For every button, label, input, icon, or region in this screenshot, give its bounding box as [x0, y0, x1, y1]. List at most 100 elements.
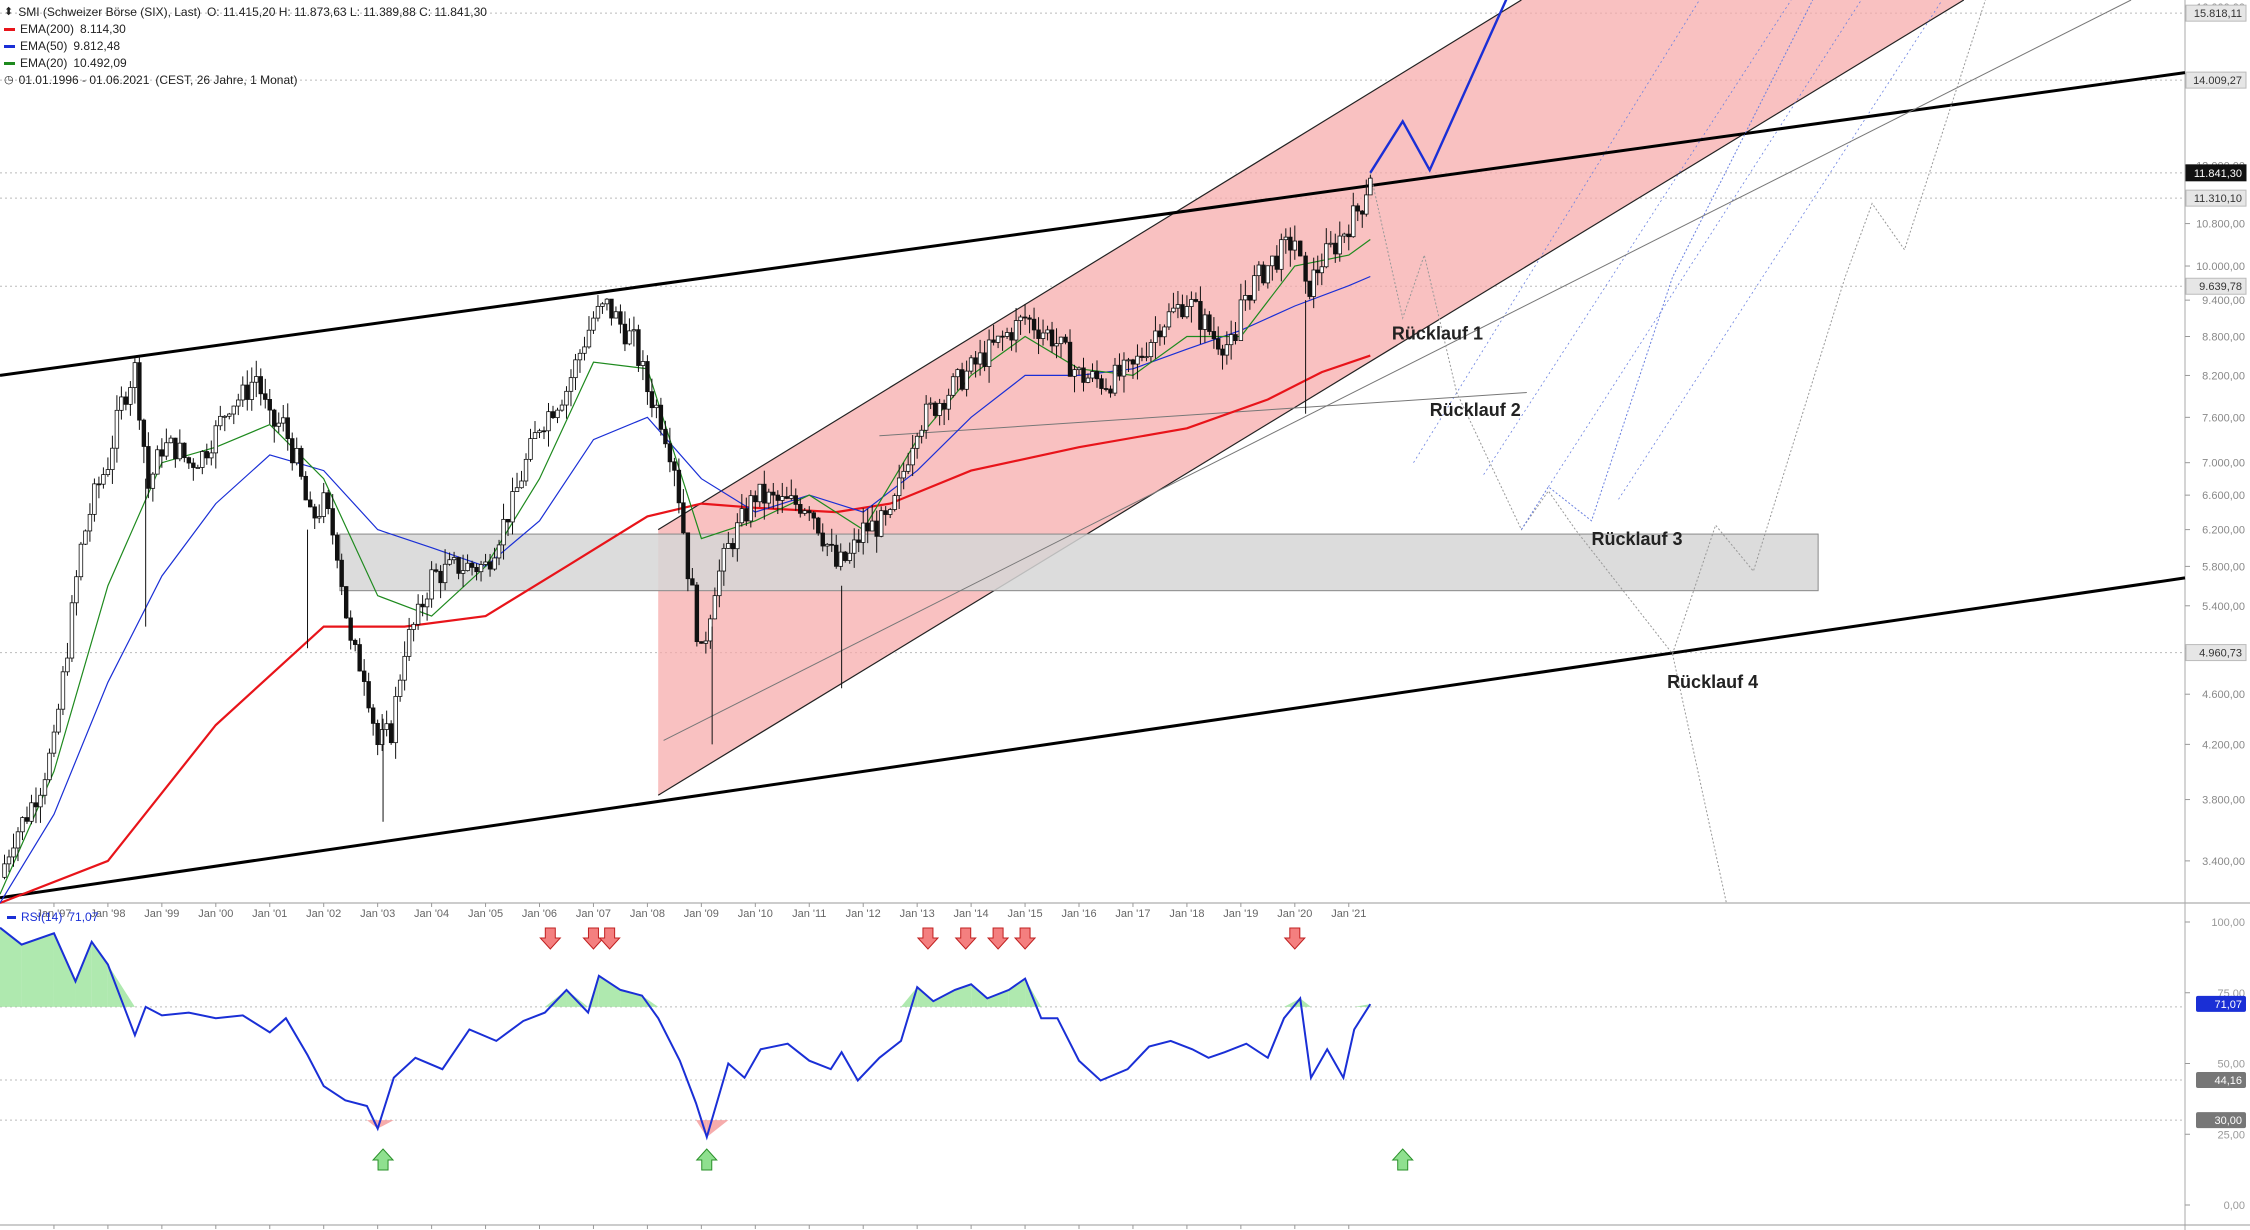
rsi-overbought-fill [987, 989, 1009, 1007]
candle-body [838, 551, 843, 567]
candle-body [267, 399, 272, 411]
candle-body [51, 731, 57, 754]
ema50-label: EMA(50) [20, 39, 68, 53]
candle-body [1351, 205, 1356, 238]
candle-body [105, 469, 111, 476]
candle-body [735, 522, 740, 550]
x-tick-label: Jan '10 [738, 908, 773, 920]
x-tick-label: Jan '05 [468, 908, 503, 920]
candle-body [321, 492, 326, 517]
rsi-y-tick-label: 25,00 [2217, 1129, 2245, 1141]
candle-body [505, 518, 511, 523]
y-tick-label: 7.600,00 [2202, 412, 2245, 424]
legend-ema50[interactable]: EMA(50) 9.812,48 [4, 38, 487, 55]
candle-body [609, 298, 614, 319]
rsi-oversold-fill [377, 1120, 394, 1129]
y-tick-label: 5.800,00 [2202, 561, 2245, 573]
candle-body [1103, 388, 1109, 390]
buy-arrow-icon [371, 1148, 395, 1171]
candle-body [119, 396, 124, 411]
candle-body [852, 539, 857, 554]
candle-body [753, 495, 758, 503]
rsi-overbought-fill [0, 927, 22, 1007]
candle-body [1121, 359, 1127, 377]
candle-body [559, 404, 565, 411]
candle-body [1360, 210, 1365, 215]
candle-body [1184, 306, 1190, 318]
candle-body [519, 480, 524, 489]
candle-body [995, 335, 1001, 343]
channel-upper-line [657, 0, 1522, 531]
candle-body [1162, 326, 1167, 338]
candle-body [69, 602, 75, 659]
candle-body [1175, 304, 1181, 309]
candle-body [240, 384, 245, 401]
candle-body [937, 402, 942, 416]
candle-body [950, 376, 956, 396]
candle-body [640, 361, 646, 366]
candle-body [110, 447, 115, 470]
rsi-overbought-fill [642, 995, 659, 1007]
candle-body [1153, 330, 1158, 343]
y-tick-label: 3.800,00 [2202, 795, 2245, 807]
candle-body [1324, 243, 1329, 268]
candle-body [654, 404, 659, 409]
x-tick-label: Jan '21 [1331, 908, 1366, 920]
legend-ema20[interactable]: EMA(20) 10.492,09 [4, 55, 487, 72]
x-tick-label: Jan '08 [630, 908, 665, 920]
series-ema20 [0, 239, 1371, 895]
candle-body [1342, 233, 1347, 237]
candle-body [771, 491, 776, 496]
candle-body [191, 462, 196, 468]
candle-body [595, 305, 601, 319]
candle-body [1018, 316, 1023, 322]
candle-body [56, 708, 61, 733]
candle-body [1135, 355, 1140, 365]
candle-body [1328, 242, 1333, 245]
candle-body [739, 508, 745, 524]
candle-body [1036, 329, 1041, 339]
candle-body [213, 425, 219, 454]
candle-body [379, 729, 385, 746]
candle-body [465, 562, 470, 572]
candle-body [865, 522, 870, 532]
candle-body [1193, 299, 1199, 302]
legend-ema200[interactable]: EMA(200) 8.114,30 [4, 21, 487, 38]
candle-body [982, 352, 987, 367]
annotation-ruecklauf: Rücklauf 1 [1392, 324, 1483, 344]
sell-arrow-icon [598, 927, 621, 950]
candle-body [834, 544, 839, 567]
candle-body [591, 317, 596, 331]
candle-body [150, 473, 156, 489]
candle-body [204, 451, 210, 459]
rsi-ref-label: 44,16 [2214, 1075, 2242, 1087]
support-zone [339, 533, 1819, 592]
candle-body [685, 532, 691, 580]
x-tick-label: Jan '03 [360, 908, 395, 920]
rsi-label: RSI(14) [21, 910, 63, 924]
candle-body [1333, 242, 1338, 255]
candle-body [60, 671, 66, 710]
rsi-legend[interactable]: RSI(14) 71,07 [7, 910, 98, 924]
x-tick-label: Jan '13 [900, 908, 935, 920]
candle-body [1346, 233, 1351, 238]
candle-body [1094, 371, 1100, 380]
chart-type-icon: ⬍ [4, 6, 14, 18]
candle-body [622, 323, 628, 345]
candle-body [946, 394, 951, 410]
price-label: 15.818,11 [2194, 8, 2242, 20]
candle-body [1009, 332, 1014, 341]
candle-body [546, 411, 551, 432]
lower-trend-line [0, 576, 2186, 900]
candle-body [667, 443, 673, 463]
candle-body [258, 376, 263, 395]
candle-body [510, 491, 515, 523]
candle-body [932, 402, 938, 416]
candle-body [65, 657, 70, 673]
candle-body [123, 396, 129, 405]
candle-body [1126, 359, 1131, 362]
x-tick-label: Jan '01 [252, 908, 287, 920]
candle-body [1139, 355, 1145, 358]
candle-body [582, 346, 587, 354]
candle-body [478, 564, 484, 573]
